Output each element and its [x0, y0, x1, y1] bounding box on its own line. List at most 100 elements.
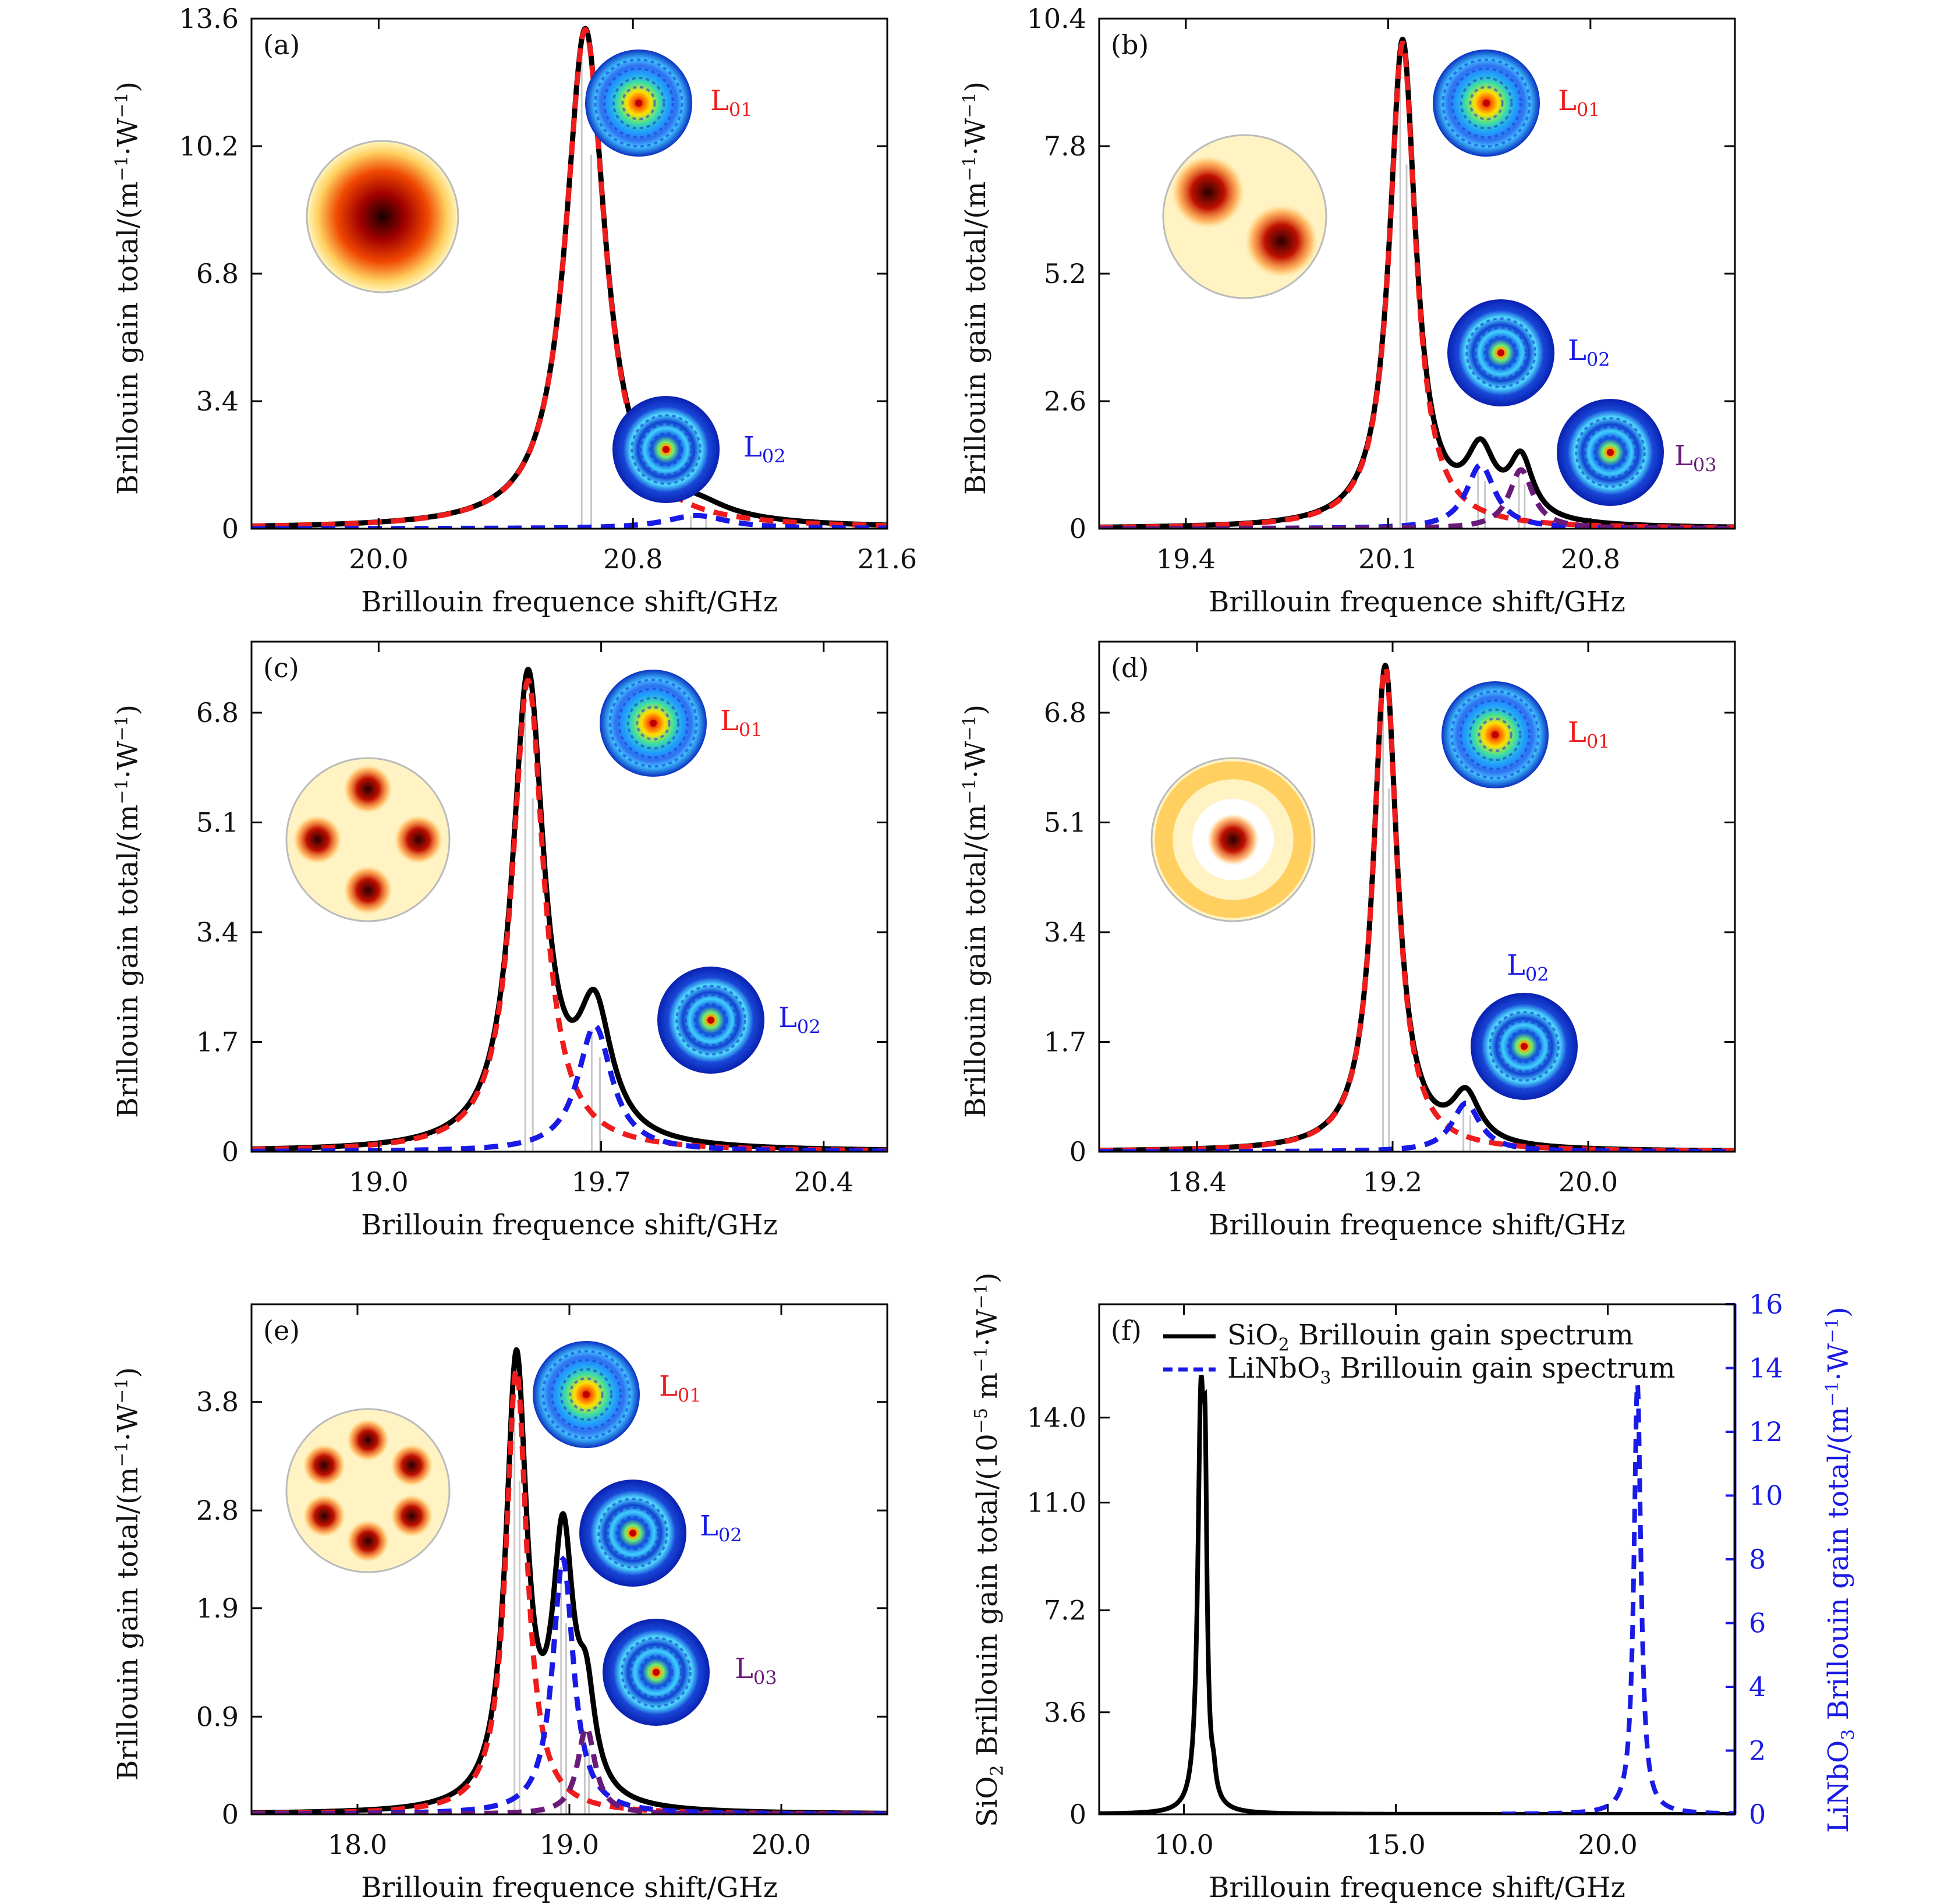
y-tick-label: 3.4	[196, 916, 239, 948]
x-axis-label-c: Brillouin frequence shift/GHz	[361, 1209, 778, 1241]
mode-curve-L01	[252, 27, 887, 529]
optical-mode-profile	[1162, 134, 1327, 299]
mode-label-L02: L02	[1507, 949, 1549, 986]
right-tick-label: 10	[1749, 1480, 1783, 1512]
x-tick-label: 19.4	[1156, 543, 1216, 575]
acoustic-mode-L01	[585, 49, 692, 157]
x-tick-label: 18.0	[328, 1829, 387, 1860]
x-tick-label: 20.4	[794, 1166, 853, 1198]
panel-label-b: (b)	[1111, 29, 1149, 61]
right-tick-label: 14	[1749, 1353, 1783, 1384]
right-tick-label: 4	[1749, 1671, 1766, 1703]
x-tick-label: 20.0	[1559, 1166, 1618, 1198]
acoustic-mode-L03	[1557, 399, 1664, 506]
y-tick-label: 14.0	[1027, 1402, 1086, 1434]
plot-area-c	[252, 667, 887, 1152]
y-tick-label: 5.2	[1044, 258, 1086, 289]
optical-mode-profile	[306, 140, 459, 293]
x-tick-label: 19.0	[540, 1829, 599, 1860]
y-tick-label: 1.7	[1044, 1026, 1086, 1057]
y-axis-label-e: Brillouin gain total/(m−1·W−1)	[112, 1367, 144, 1781]
y-tick-label: 10.2	[179, 130, 239, 162]
x-axis-label-a: Brillouin frequence shift/GHz	[361, 586, 778, 618]
y-tick-label: 2.8	[196, 1495, 239, 1526]
mode-curve-L03	[252, 1724, 887, 1814]
mode-label-L01: L01	[710, 84, 753, 121]
acoustic-mode-L02	[579, 1480, 686, 1587]
mode-label-L02: L02	[1568, 334, 1610, 371]
y-tick-label: 0	[1069, 1799, 1086, 1830]
optical-mode-profile	[285, 757, 451, 922]
x-tick-label: 20.8	[603, 543, 663, 575]
acoustic-mode-L02	[1471, 993, 1578, 1100]
plot-area-f	[1099, 1375, 1735, 1814]
mode-curve-L01	[252, 678, 887, 1152]
x-tick-label: 20.0	[349, 543, 408, 575]
acoustic-mode-L02	[1447, 299, 1554, 406]
mode-label-L01: L01	[659, 1370, 702, 1407]
panel-f: 0 2 4 6 8 10 12 14 16 10.0 15.0 20.0 0 3.6 7.2 11.0 14.0	[1027, 1289, 1783, 1860]
axes-frame-d	[1098, 640, 1736, 1153]
y-tick-label: 5.1	[1044, 806, 1086, 838]
right-tick-label: 2	[1749, 1735, 1766, 1767]
right-tick-label: 8	[1749, 1544, 1766, 1575]
y-tick-label: 6.8	[196, 697, 239, 728]
mode-label-L01: L01	[1558, 84, 1600, 121]
mode-label-L03: L03	[1674, 440, 1717, 476]
y-tick-label: 13.6	[179, 3, 239, 34]
mode-label-L02: L02	[743, 431, 786, 468]
x-tick-label: 21.6	[858, 543, 917, 575]
x-tick-label: 19.0	[349, 1166, 408, 1198]
acoustic-mode-L02	[657, 967, 764, 1074]
acoustic-mode-L01	[600, 670, 707, 777]
panel-label-e: (e)	[263, 1315, 300, 1346]
mode-curve-L02	[252, 1555, 887, 1814]
y-tick-label: 1.7	[196, 1026, 239, 1057]
x-tick-label: 10.0	[1154, 1829, 1213, 1860]
y-tick-label: 3.4	[196, 385, 239, 417]
y-tick-label: 0	[222, 1799, 239, 1830]
y-tick-label: 5.1	[196, 806, 239, 838]
y-tick-label: 6.8	[1044, 697, 1086, 728]
y-tick-label: 3.4	[1044, 916, 1086, 948]
acoustic-mode-L02	[612, 396, 720, 503]
mode-label-L03: L03	[735, 1652, 777, 1689]
optical-mode-profile	[1150, 757, 1316, 922]
x-axis-label-d: Brillouin frequence shift/GHz	[1209, 1209, 1625, 1241]
panel-d: 18.4 19.2 20.0 0 1.7 3.4 5.1 6.8	[1044, 640, 1736, 1198]
legend-entry-sio2: SiO2 Brillouin gain spectrum	[1227, 1319, 1634, 1356]
y-axis-label-c: Brillouin gain total/(m−1·W−1)	[112, 704, 144, 1118]
y-tick-label: 2.6	[1044, 385, 1086, 417]
x-tick-label: 20.0	[752, 1829, 811, 1860]
panel-b: 19.4 20.1 20.8 0 2.6 5.2 7.8 10.4	[1027, 3, 1736, 575]
x-axis-label-e: Brillouin frequence shift/GHz	[361, 1871, 778, 1904]
y-axis-label-b: Brillouin gain total/(m−1·W−1)	[959, 81, 992, 495]
mode-curve-L01	[1099, 40, 1735, 529]
y-tick-label: 7.8	[1044, 130, 1086, 162]
y-tick-label: 0	[222, 1136, 239, 1167]
right-tick-label: 16	[1749, 1289, 1783, 1320]
acoustic-mode-L01	[533, 1341, 640, 1448]
y-tick-label: 0.9	[196, 1701, 239, 1732]
y-tick-label: 0	[1069, 513, 1086, 544]
mode-curve-L02	[1099, 1100, 1735, 1152]
x-tick-label: 20.8	[1561, 543, 1620, 575]
panel-label-a: (a)	[263, 29, 300, 61]
y-tick-label: 1.9	[196, 1592, 239, 1624]
series-linbo3-curve	[1501, 1376, 1735, 1814]
y-tick-label: 3.6	[1044, 1697, 1086, 1728]
y-tick-label: 10.4	[1027, 3, 1086, 34]
x-tick-label: 19.2	[1363, 1166, 1422, 1198]
right-tick-label: 12	[1749, 1416, 1783, 1448]
axes-frame-f	[1098, 1303, 1736, 1815]
legend-entry-linbo3: LiNbO3 Brillouin gain spectrum	[1227, 1352, 1676, 1389]
x-tick-label: 18.4	[1167, 1166, 1227, 1198]
optical-mode-profile	[285, 1408, 451, 1573]
y-tick-label: 7.2	[1044, 1595, 1086, 1626]
y-tick-label: 11.0	[1027, 1487, 1086, 1519]
mode-label-L02: L02	[700, 1510, 742, 1546]
x-tick-label: 19.7	[571, 1166, 631, 1198]
y-tick-label: 0	[222, 513, 239, 544]
acoustic-mode-L01	[1441, 681, 1549, 788]
